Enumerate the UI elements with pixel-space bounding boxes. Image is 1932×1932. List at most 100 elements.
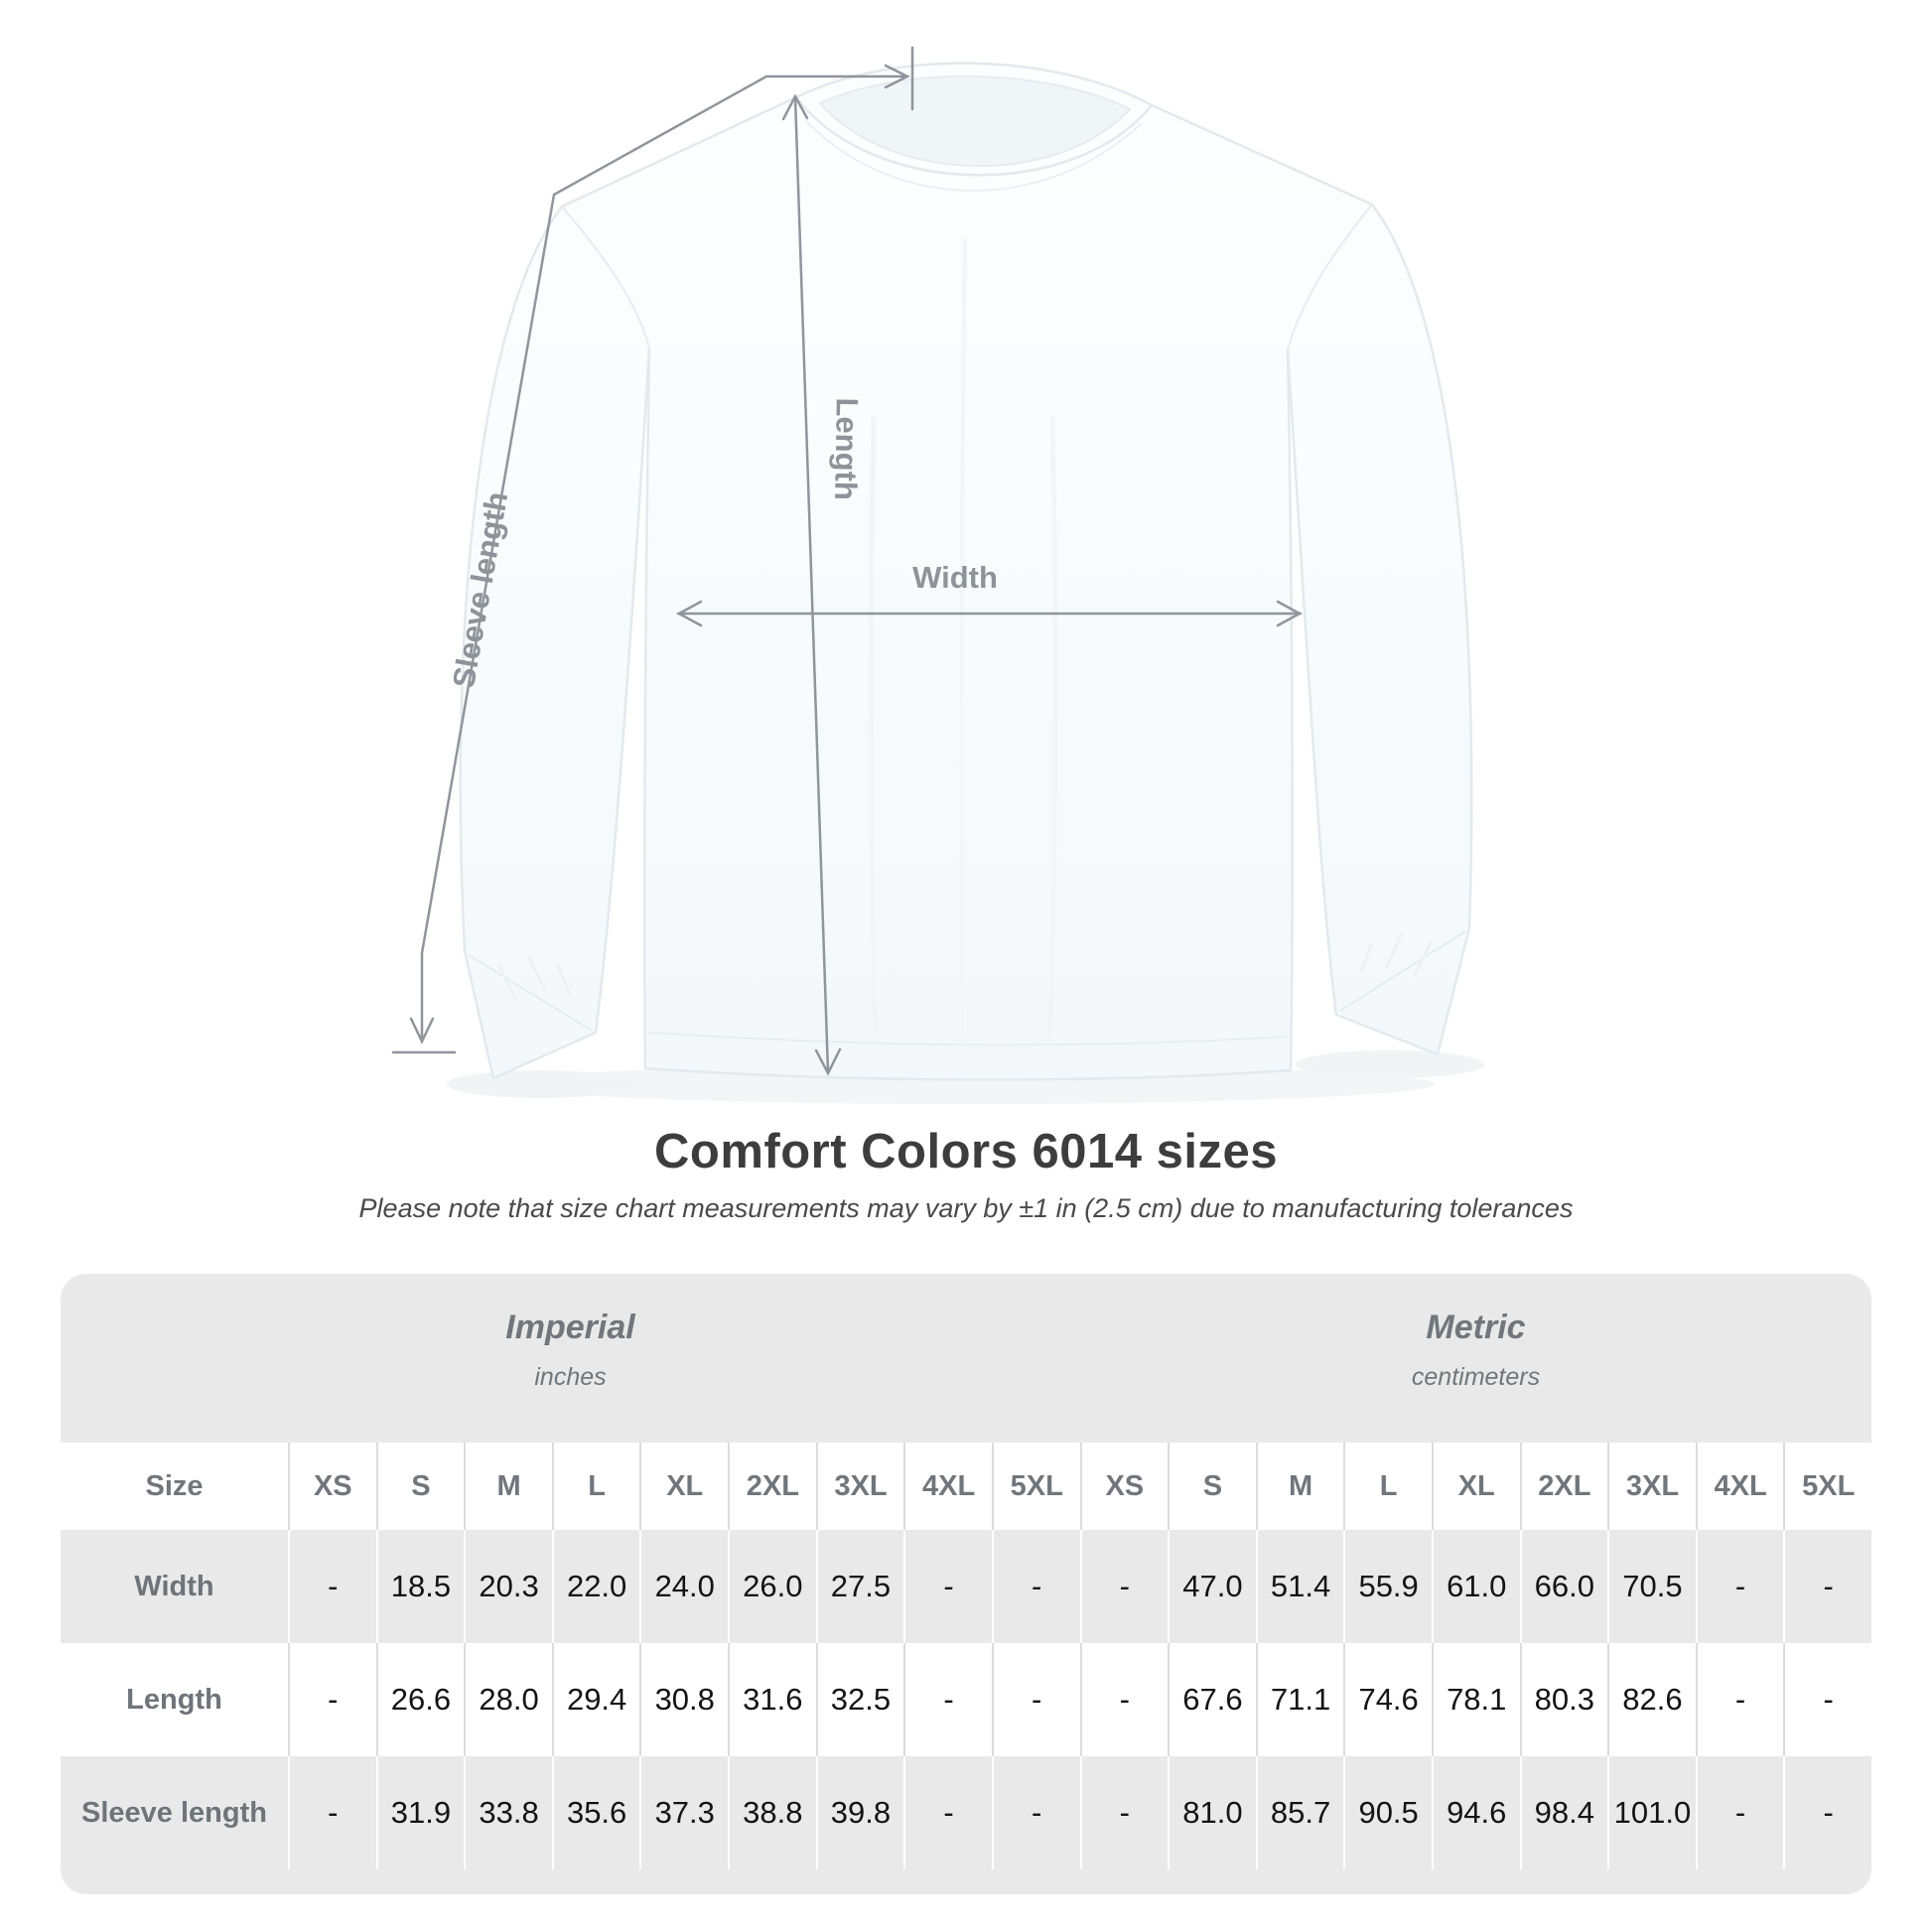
- width-imp-5: 26.0: [728, 1530, 816, 1643]
- met-size-xs: XS: [1079, 1443, 1169, 1530]
- length-imp-0: -: [288, 1643, 376, 1756]
- left-cuff-shadow: [447, 1070, 635, 1098]
- length-met-0: -: [1079, 1643, 1169, 1756]
- imp-size-m: M: [464, 1443, 552, 1530]
- met-size-s: S: [1168, 1443, 1256, 1530]
- metric-unit: centimeters: [1411, 1363, 1541, 1391]
- imp-size-5xl: 5XL: [991, 1443, 1080, 1530]
- width-met-5: 66.0: [1519, 1530, 1608, 1643]
- met-size-3xl: 3XL: [1607, 1443, 1696, 1530]
- width-met-3: 55.9: [1343, 1530, 1432, 1643]
- right-cuff-shadow: [1296, 1050, 1484, 1078]
- sleeve-imp-1: 31.9: [375, 1756, 465, 1869]
- table-bottom-strip: [61, 1869, 1871, 1894]
- sleeve-imp-7: -: [903, 1756, 992, 1869]
- imperial-section-header: Imperial inches: [61, 1274, 1080, 1435]
- length-met-5: 80.3: [1519, 1643, 1608, 1756]
- tolerance-note: Please note that size chart measurements…: [358, 1193, 1574, 1223]
- length-imp-7: -: [903, 1643, 992, 1756]
- sleeve-imp-5: 38.8: [728, 1756, 816, 1869]
- collar-opening: [818, 74, 1132, 167]
- table-row-sleeve-length: Sleeve length - 31.9 33.8 35.6 37.3 38.8…: [61, 1756, 1871, 1869]
- sleeve-met-4: 94.6: [1431, 1756, 1520, 1869]
- sleeve-length-line: [420, 74, 909, 1042]
- width-met-8: -: [1783, 1530, 1871, 1643]
- length-imp-4: 30.8: [639, 1643, 728, 1756]
- width-arrow-right: [1276, 600, 1303, 627]
- width-arrow-left: [676, 600, 703, 627]
- sleeve-met-6: 101.0: [1607, 1756, 1696, 1869]
- met-size-5xl: 5XL: [1783, 1443, 1871, 1530]
- width-met-7: -: [1695, 1530, 1784, 1643]
- collar-stitch: [805, 120, 1143, 192]
- size-col-header: Size: [145, 1469, 204, 1502]
- sleeve-met-1: 81.0: [1168, 1756, 1256, 1869]
- length-met-4: 78.1: [1431, 1643, 1520, 1756]
- length-met-6: 82.6: [1607, 1643, 1696, 1756]
- right-sleeve-seam: [1287, 204, 1373, 350]
- met-size-2xl: 2XL: [1519, 1443, 1608, 1530]
- met-size-m: M: [1255, 1443, 1344, 1530]
- metric-label: Metric: [1426, 1309, 1526, 1346]
- sleeve-met-2: 85.7: [1255, 1756, 1344, 1869]
- sleeve-met-8: -: [1783, 1756, 1871, 1869]
- length-met-1: 67.6: [1168, 1643, 1256, 1756]
- sleeve-imp-8: -: [991, 1756, 1080, 1869]
- right-cuff-seam: [1339, 930, 1466, 1012]
- imp-size-2xl: 2XL: [728, 1443, 816, 1530]
- length-imp-5: 31.6: [728, 1643, 816, 1756]
- size-header-row: Size XS S M L XL 2XL 3XL 4XL 5XL XS S M …: [61, 1443, 1871, 1530]
- sleeve-met-5: 98.4: [1519, 1756, 1608, 1869]
- right-cuff-gathers: [1358, 932, 1434, 978]
- imperial-unit: inches: [534, 1363, 607, 1391]
- length-row-label: Length: [126, 1683, 222, 1716]
- width-met-1: 47.0: [1168, 1530, 1256, 1643]
- length-met-2: 71.1: [1255, 1643, 1344, 1756]
- width-imp-7: -: [903, 1530, 992, 1643]
- length-arrow-up: [781, 93, 809, 121]
- left-sleeve-seam: [561, 206, 650, 348]
- length-met-8: -: [1783, 1643, 1871, 1756]
- sleeve-imp-6: 39.8: [815, 1756, 904, 1869]
- width-imp-4: 24.0: [639, 1530, 728, 1643]
- sleeve-imp-2: 33.8: [464, 1756, 552, 1869]
- imp-size-xs: XS: [288, 1443, 376, 1530]
- sleeve-met-7: -: [1695, 1756, 1784, 1869]
- sleeve-row-label: Sleeve length: [81, 1796, 267, 1829]
- body-fold-left: [868, 416, 879, 1038]
- body-fold-right: [1047, 416, 1058, 1038]
- length-imp-3: 29.4: [551, 1643, 640, 1756]
- width-imp-2: 20.3: [464, 1530, 552, 1643]
- imp-size-l: L: [551, 1443, 640, 1530]
- length-arrow-down: [814, 1047, 842, 1076]
- length-imp-8: -: [991, 1643, 1080, 1756]
- width-imp-6: 27.5: [815, 1530, 904, 1643]
- unit-header-band: Imperial inches Metric centimeters: [61, 1274, 1871, 1443]
- length-met-7: -: [1695, 1643, 1784, 1756]
- metric-section-header: Metric centimeters: [1080, 1274, 1871, 1435]
- length-met-3: 74.6: [1343, 1643, 1432, 1756]
- shirt-body: [459, 95, 1473, 1081]
- imp-size-3xl: 3XL: [815, 1443, 904, 1530]
- length-imp-2: 28.0: [464, 1643, 552, 1756]
- width-met-6: 70.5: [1607, 1530, 1696, 1643]
- width-met-2: 51.4: [1255, 1530, 1344, 1643]
- length-imp-1: 26.6: [375, 1643, 465, 1756]
- sleeve-met-3: 90.5: [1343, 1756, 1432, 1869]
- left-cuff-seam: [468, 954, 593, 1032]
- width-imp-8: -: [991, 1530, 1080, 1643]
- width-met-4: 61.0: [1431, 1530, 1520, 1643]
- sleeve-length-arrow-right: [884, 64, 910, 89]
- met-size-l: L: [1343, 1443, 1432, 1530]
- sleeve-imp-4: 37.3: [639, 1756, 728, 1869]
- width-row-label: Width: [134, 1570, 214, 1602]
- table-row-width: Width - 18.5 20.3 22.0 24.0 26.0 27.5 - …: [61, 1530, 1871, 1643]
- sleeve-length-arrow-down: [409, 1017, 435, 1044]
- length-imp-6: 32.5: [815, 1643, 904, 1756]
- width-imp-3: 22.0: [551, 1530, 640, 1643]
- shirt-measurement-diagram: Sleeve length Length Width: [391, 46, 1484, 1104]
- length-line: [793, 95, 830, 1074]
- table-row-length: Length - 26.6 28.0 29.4 30.8 31.6 32.5 -…: [61, 1643, 1871, 1756]
- width-imp-1: 18.5: [375, 1530, 465, 1643]
